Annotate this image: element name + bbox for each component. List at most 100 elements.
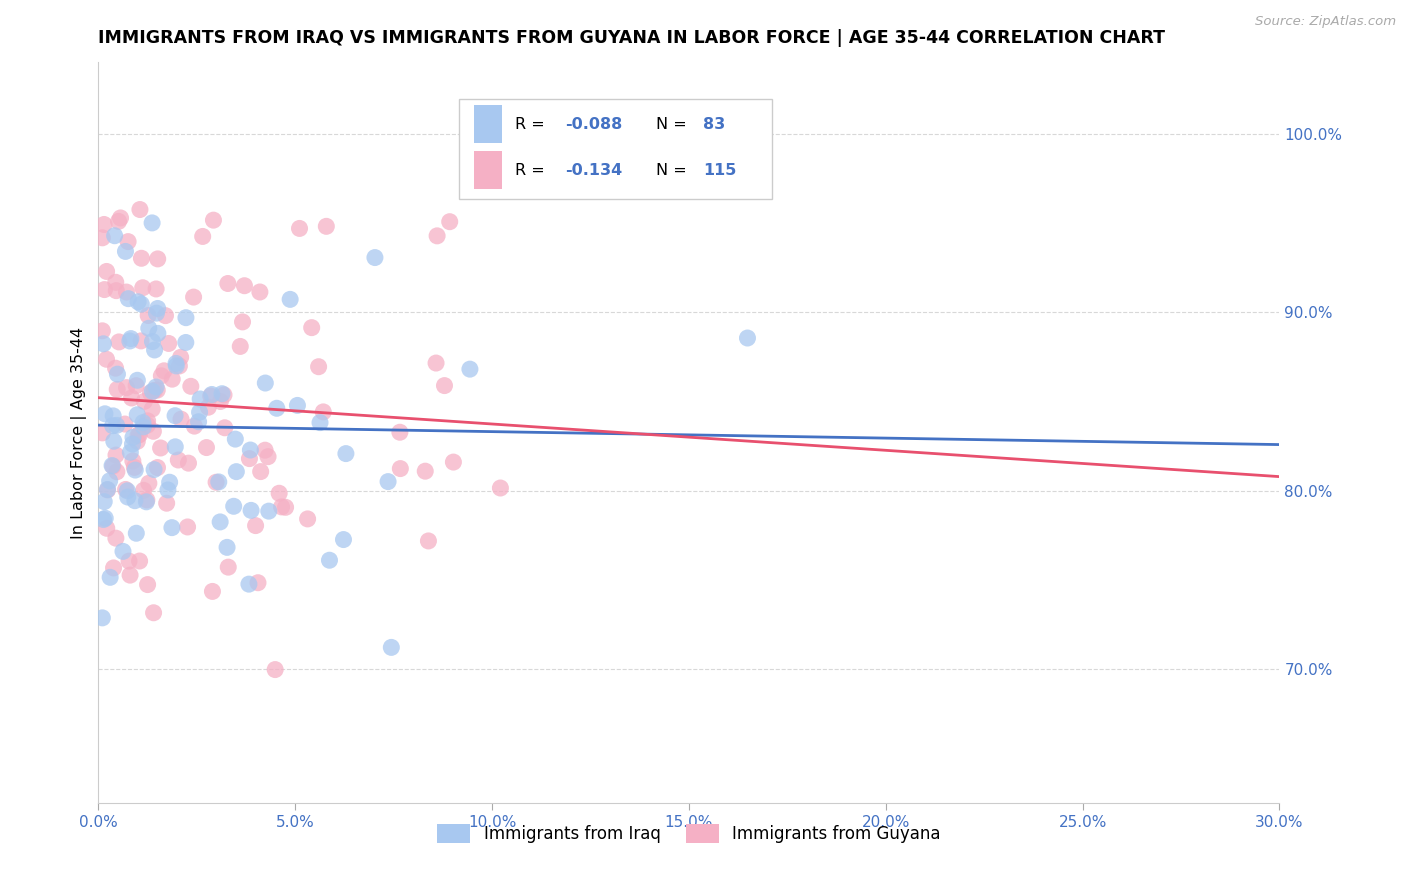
Point xyxy=(160,521,183,535)
Point xyxy=(217,560,239,574)
Point xyxy=(122,430,145,444)
Point xyxy=(142,606,165,620)
Point xyxy=(101,459,124,474)
Point xyxy=(233,278,256,293)
Point xyxy=(91,425,114,440)
Point xyxy=(439,215,461,229)
Point xyxy=(94,407,117,421)
Point xyxy=(146,460,169,475)
Point xyxy=(332,533,354,547)
Point xyxy=(136,414,159,428)
Point xyxy=(287,398,309,412)
Point xyxy=(274,500,297,515)
Point xyxy=(104,275,127,289)
Point xyxy=(153,364,176,378)
Point xyxy=(165,359,187,373)
Point xyxy=(110,211,132,225)
Point xyxy=(120,445,142,459)
Point xyxy=(266,401,288,416)
Point xyxy=(117,483,139,498)
Point xyxy=(107,214,129,228)
Point xyxy=(200,389,222,403)
Point xyxy=(389,461,412,475)
Point xyxy=(93,494,115,508)
Point xyxy=(107,367,129,381)
Point xyxy=(149,441,172,455)
Point xyxy=(132,416,155,430)
Point xyxy=(127,428,149,442)
Point xyxy=(128,427,150,442)
Point xyxy=(105,418,128,433)
Point xyxy=(96,483,118,497)
Point xyxy=(121,391,143,405)
Point xyxy=(201,584,224,599)
Point xyxy=(388,425,411,440)
Point xyxy=(103,561,125,575)
Point xyxy=(197,401,219,415)
Point xyxy=(96,352,118,367)
Point xyxy=(246,575,269,590)
Point xyxy=(288,221,311,235)
Point xyxy=(335,447,357,461)
Point xyxy=(108,334,131,349)
Point xyxy=(143,343,166,357)
Point xyxy=(169,351,191,365)
Legend: Immigrants from Iraq, Immigrants from Guyana: Immigrants from Iraq, Immigrants from Gu… xyxy=(430,817,948,850)
Point xyxy=(201,387,224,401)
Point xyxy=(208,475,231,489)
Point xyxy=(129,334,152,348)
Point xyxy=(426,228,449,243)
Point xyxy=(167,453,190,467)
Point xyxy=(309,416,332,430)
Point xyxy=(127,408,149,422)
Point xyxy=(238,577,260,591)
Point xyxy=(98,570,121,584)
Point xyxy=(231,315,253,329)
Point xyxy=(121,437,143,451)
Point xyxy=(257,450,280,464)
Point xyxy=(97,483,120,497)
Point xyxy=(91,611,114,625)
Point xyxy=(165,440,187,454)
Point xyxy=(138,321,160,335)
Point xyxy=(254,376,277,390)
Point xyxy=(249,465,271,479)
Text: Source: ZipAtlas.com: Source: ZipAtlas.com xyxy=(1256,15,1396,29)
Point xyxy=(169,359,191,373)
Point xyxy=(238,451,260,466)
Point xyxy=(136,418,159,433)
Point xyxy=(297,512,319,526)
Point xyxy=(141,216,163,230)
Point xyxy=(101,418,124,433)
Point xyxy=(270,500,292,514)
Point xyxy=(364,251,387,265)
Point xyxy=(118,554,141,568)
Point xyxy=(215,541,238,555)
Point xyxy=(143,462,166,476)
Point xyxy=(146,326,169,341)
Point xyxy=(146,252,169,266)
Point xyxy=(145,282,167,296)
Point xyxy=(125,378,148,392)
Point xyxy=(157,336,180,351)
Point xyxy=(111,544,134,558)
Point xyxy=(308,359,330,374)
Point xyxy=(104,228,127,243)
Point xyxy=(225,465,247,479)
Point xyxy=(115,285,138,299)
Point xyxy=(117,235,139,249)
Point xyxy=(315,219,337,234)
Point xyxy=(94,511,117,525)
Point xyxy=(96,264,118,278)
Point xyxy=(124,460,146,475)
Point xyxy=(174,310,197,325)
Point xyxy=(103,434,125,449)
Point xyxy=(155,309,177,323)
Point xyxy=(156,496,179,510)
Point xyxy=(240,503,263,517)
Point xyxy=(105,284,128,298)
Point xyxy=(188,405,211,419)
Point xyxy=(132,281,155,295)
Point xyxy=(135,495,157,509)
Point xyxy=(105,383,128,397)
